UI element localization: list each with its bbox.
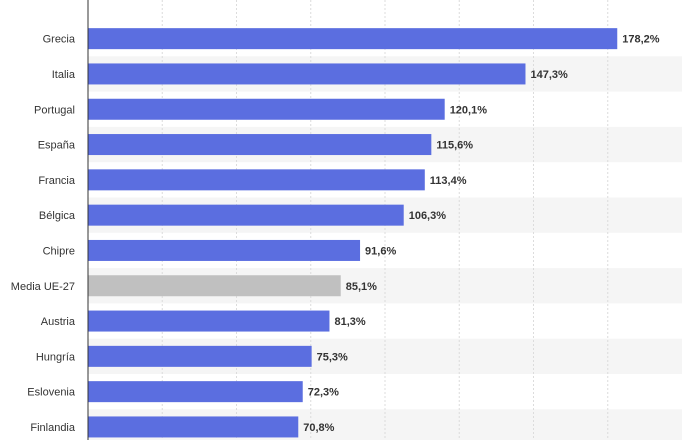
category-label: Francia <box>38 175 76 187</box>
value-label: 115,6% <box>436 140 473 152</box>
bar[interactable] <box>88 275 341 297</box>
category-labels: Grecia Italia Portugal España Francia Bélgica… <box>11 34 76 434</box>
value-label: 147,3% <box>530 69 568 81</box>
bar[interactable] <box>88 310 330 332</box>
value-label: 178,2% <box>622 34 660 46</box>
value-label: 81,3% <box>334 316 365 328</box>
category-label: Chipre <box>43 245 75 257</box>
bar[interactable] <box>88 134 432 156</box>
bar[interactable] <box>88 345 312 367</box>
category-label: España <box>38 140 76 152</box>
category-label: Grecia <box>43 34 76 46</box>
category-label: Media UE-27 <box>11 281 75 293</box>
category-label: Portugal <box>34 104 75 116</box>
bar[interactable] <box>88 239 361 261</box>
bars <box>88 28 618 438</box>
category-label: Austria <box>41 316 76 328</box>
value-label: 85,1% <box>346 281 377 293</box>
category-label: Italia <box>52 69 76 81</box>
bar[interactable] <box>88 169 425 191</box>
bar[interactable] <box>88 28 618 50</box>
value-label: 75,3% <box>317 351 348 363</box>
category-label: Bélgica <box>39 210 76 222</box>
value-label: 106,3% <box>409 210 447 222</box>
bar[interactable] <box>88 98 445 120</box>
bar[interactable] <box>88 416 299 438</box>
category-label: Hungría <box>36 351 76 363</box>
bar[interactable] <box>88 63 526 85</box>
value-label: 113,4% <box>430 175 467 187</box>
category-label: Finlandia <box>30 422 76 434</box>
value-label: 70,8% <box>303 422 334 434</box>
value-label: 120,1% <box>450 104 488 116</box>
value-label: 91,6% <box>365 245 396 257</box>
bar[interactable] <box>88 204 404 226</box>
value-label: 72,3% <box>308 387 339 399</box>
category-label: Eslovenia <box>27 387 76 399</box>
value-labels: 178,2% 147,3% 120,1% 115,6% 113,4% 106,3% 91,6… <box>303 34 660 434</box>
bar[interactable] <box>88 381 303 403</box>
